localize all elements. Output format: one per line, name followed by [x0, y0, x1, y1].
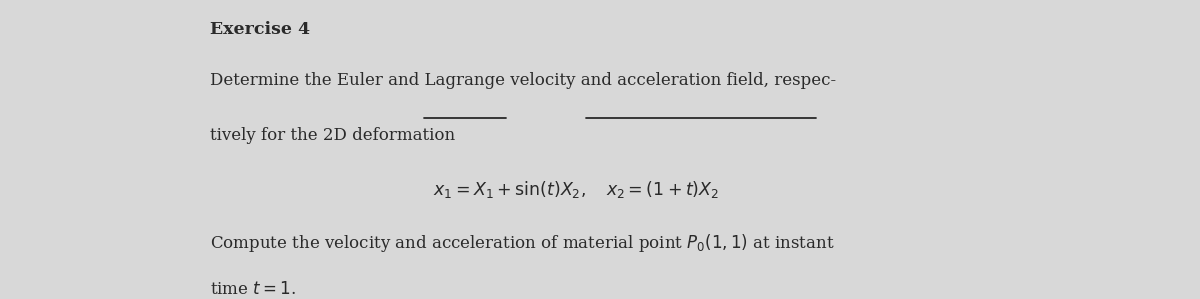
Text: time $t = 1$.: time $t = 1$. [210, 281, 296, 298]
Text: Exercise 4: Exercise 4 [210, 21, 310, 38]
Text: Compute the velocity and acceleration of material point $P_0(1,1)$ at instant: Compute the velocity and acceleration of… [210, 232, 835, 254]
Text: $x_1 = X_1 + \sin(t)X_2, \quad x_2 = (1+t)X_2$: $x_1 = X_1 + \sin(t)X_2, \quad x_2 = (1+… [433, 179, 719, 200]
Text: tively for the 2D deformation: tively for the 2D deformation [210, 127, 455, 144]
Text: Determine the Euler and Lagrange velocity and acceleration field, respec-: Determine the Euler and Lagrange velocit… [210, 72, 836, 89]
